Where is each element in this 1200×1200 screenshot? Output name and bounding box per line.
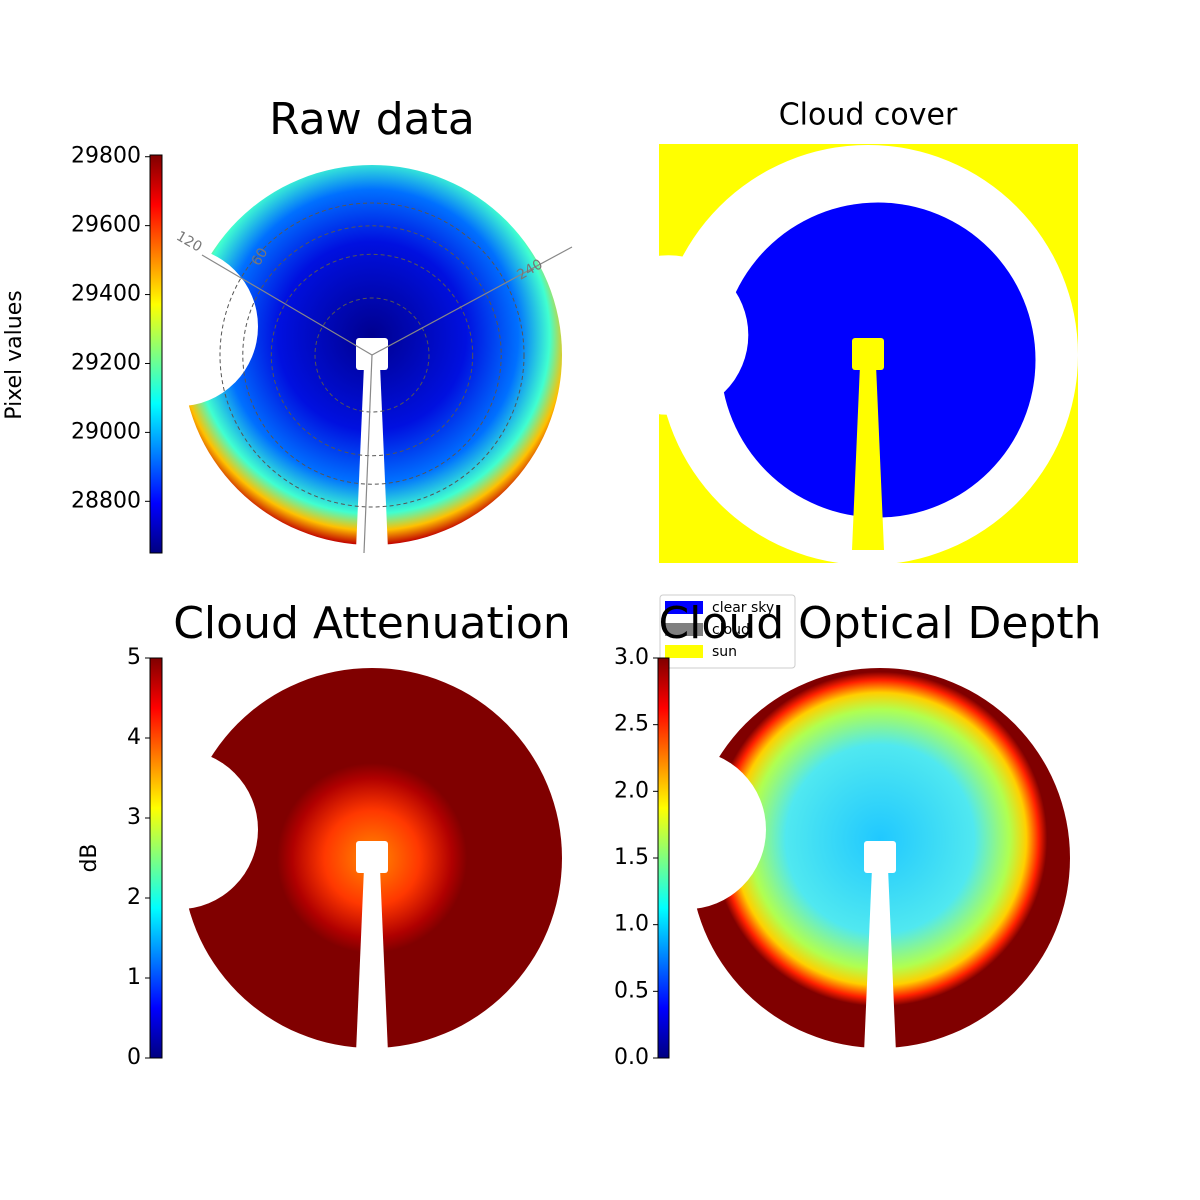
colorbar-tick-label: 3.0: [614, 645, 649, 670]
panel-title: Cloud cover: [779, 98, 958, 133]
sun-head: [852, 338, 884, 370]
azimuth-line: [363, 354, 373, 554]
mast-mask: [356, 365, 388, 550]
mast-mask: [356, 868, 388, 1053]
colorbar-tick-label: 0.0: [614, 1045, 649, 1070]
colorbar-tick-label: 28800: [71, 488, 141, 513]
colorbar-tick-label: 29400: [71, 282, 141, 307]
panel-title: Cloud Attenuation: [173, 598, 571, 649]
colorbar-tick-label: 29200: [71, 350, 141, 375]
polar-grid: [242, 225, 502, 485]
colorbar-tick-label: 3: [127, 805, 141, 830]
horizon-mask: [98, 749, 258, 910]
polar-grid: [270, 253, 474, 457]
panel-title: Raw data: [269, 94, 475, 145]
colorbar-tick-label: 2.0: [614, 778, 649, 803]
colorbar-tick-label: 0: [127, 1045, 141, 1070]
colorbar-tick-label: 29000: [71, 419, 141, 444]
mast-mask: [864, 868, 896, 1053]
legend-swatch: [665, 623, 703, 636]
colorbar-tick-label: 2.5: [614, 712, 649, 737]
colorbar-tick-label: 5: [127, 645, 141, 670]
colorbar-tick-label: 4: [127, 725, 141, 750]
panel-title: Cloud Optical Depth: [658, 598, 1101, 649]
colorbar-tick-label: 1.0: [614, 912, 649, 937]
legend-swatch: [665, 601, 703, 614]
colorbar-tick-label: 0.5: [614, 978, 649, 1003]
sky-image: [606, 668, 1070, 1053]
sky-image: [98, 165, 573, 554]
horizon-mask: [606, 749, 766, 910]
legend-entry: cloud: [712, 622, 750, 638]
legend-entry: sun: [712, 644, 737, 660]
colorbar-tick-label: 29600: [71, 213, 141, 238]
colorbar-tick-label: 2: [127, 885, 141, 910]
colorbar-tick-label: 1: [127, 965, 141, 990]
mast-head: [864, 841, 896, 873]
azimuth-label: 60: [249, 245, 272, 268]
colorbar-label: dB: [77, 843, 102, 872]
mast-head: [356, 338, 388, 370]
azimuth-line: [371, 246, 573, 356]
legend-swatch: [665, 645, 703, 658]
horizon-mask: [588, 255, 749, 415]
colorbar: [149, 657, 163, 1059]
sky-image: [98, 668, 562, 1053]
azimuth-line: [201, 254, 373, 356]
legend-entry: clear sky: [712, 600, 774, 616]
horizon-mask: [98, 246, 258, 407]
sun-stripe: [852, 365, 884, 550]
colorbar-tick-label: 29800: [71, 144, 141, 169]
colorbar: [657, 657, 670, 1059]
mast-head: [356, 841, 388, 873]
polar-grid: [314, 297, 430, 413]
colorbar: [149, 154, 163, 554]
polar-grid: [219, 202, 525, 508]
colorbar-label: Pixel values: [2, 290, 27, 419]
sky-image: [588, 144, 1078, 565]
colorbar-tick-label: 1.5: [614, 845, 649, 870]
